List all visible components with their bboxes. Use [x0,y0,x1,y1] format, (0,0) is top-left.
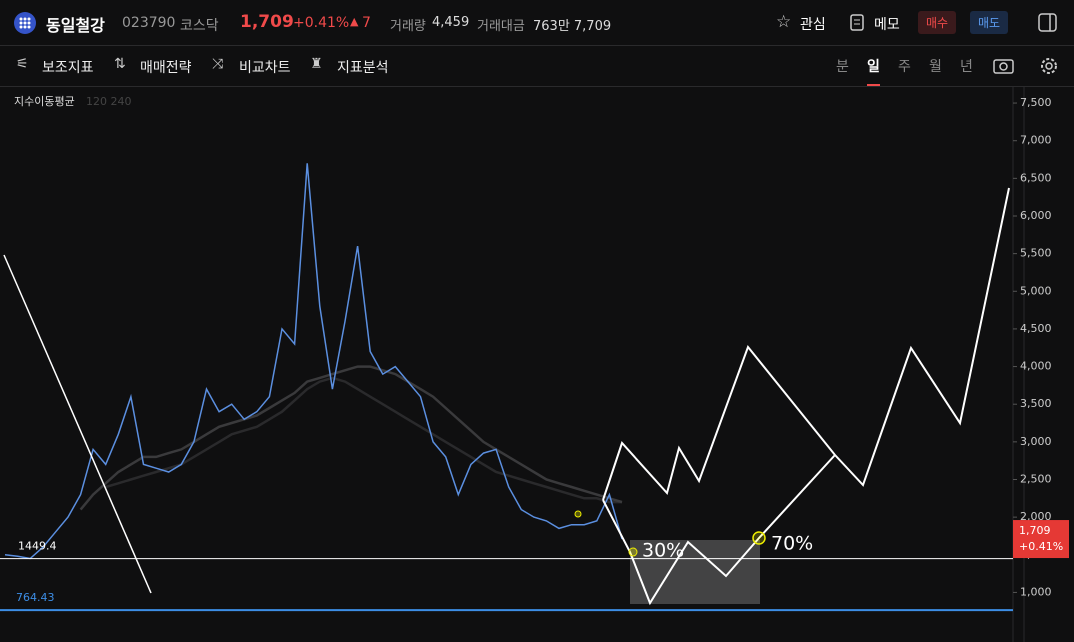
wave-drawing [602,187,1010,501]
settings-icon[interactable] [1038,55,1060,77]
level-label: 1449.4 [18,540,57,553]
volume: 4,459 [432,15,470,30]
chart: 지수이동평균 120 240 30% 70% 1,0001,5002,0002,… [0,87,1069,642]
buy-button[interactable]: 매수 [918,11,957,34]
moving-average [79,365,623,511]
wave-drawing [602,454,836,606]
moving-average [105,376,622,504]
sell-button[interactable]: 매도 [970,11,1009,34]
price: 1,709 [240,12,294,32]
period[interactable]: 주 [898,59,911,75]
watch-button[interactable]: 관심 [800,17,826,33]
y-tick-label: 2,500 [1020,472,1052,485]
last-price-tag [1013,520,1069,559]
period[interactable]: 월 [929,59,942,75]
tool-icon: ⚟ [16,56,29,72]
tool[interactable]: 지표분석 [337,60,389,76]
y-tick-label: 6,000 [1020,209,1052,222]
amount-label: 거래대금 [477,19,525,34]
last-price: 1,709 [1019,524,1051,537]
panel-icon[interactable] [1038,13,1058,33]
y-tick-label: 1,000 [1020,585,1052,598]
memo-icon [850,14,864,31]
trend-line [3,254,152,594]
tool-icon: ⇅ [114,56,126,72]
period-active[interactable]: 일 [867,56,880,86]
legend-params: 120 240 [86,95,132,108]
volume-label: 거래량 [390,19,426,34]
camera-icon[interactable] [993,56,1015,76]
period[interactable]: 분 [836,59,849,75]
star-icon[interactable]: ☆ [776,12,792,32]
toolbar: ⚟ 보조지표 ⇅ 매매전략 ⤨ 비교차트 ♜ 지표분석 분 일 주 월 년 [0,46,1074,87]
y-tick-label: 4,000 [1020,360,1052,373]
stock-logo [14,12,36,34]
period[interactable]: 년 [960,59,973,75]
y-tick-label: 5,500 [1020,247,1052,260]
y-tick-label: 2,000 [1020,510,1052,523]
legend-title: 지수이동평균 [14,95,75,108]
annotation: 70% [771,533,813,555]
header: 동일철강 023790 코스닥 1,709 +0.41% ▲ 7 거래량 4,4… [0,0,1074,46]
price-line [4,163,623,560]
y-tick-label: 6,500 [1020,171,1052,184]
marker [574,510,582,518]
up-arrow: ▲ [350,15,359,28]
y-tick-label: 3,500 [1020,397,1052,410]
level-label: 764.43 [16,591,55,604]
memo-button[interactable]: 메모 [874,17,900,33]
tool[interactable]: 매매전략 [140,60,192,76]
y-tick-label: 7,000 [1020,134,1052,147]
last-change: +0.41% [1019,540,1063,553]
marker [628,547,638,557]
market: 코스닥 [180,18,219,34]
stock-code: 023790 [122,15,176,31]
tool[interactable]: 보조지표 [42,60,94,76]
drawings [3,187,1010,606]
y-tick-label: 7,500 [1020,96,1052,109]
y-tick-label: 5,000 [1020,284,1052,297]
y-tick-label: 3,000 [1020,435,1052,448]
change-rate: +0.41% [293,15,350,31]
tool[interactable]: 비교차트 [239,60,291,76]
tool-icon: ♜ [310,56,323,72]
annotation: 30% [642,540,684,562]
marker [752,531,766,545]
stock-name: 동일철강 [46,16,105,35]
y-tick-label: 4,500 [1020,322,1052,335]
change: 7 [362,15,371,31]
tool-icon: ⤨ [212,56,224,72]
plot [4,163,623,560]
amount: 763만 7,709 [533,19,612,34]
range-box [630,540,760,604]
